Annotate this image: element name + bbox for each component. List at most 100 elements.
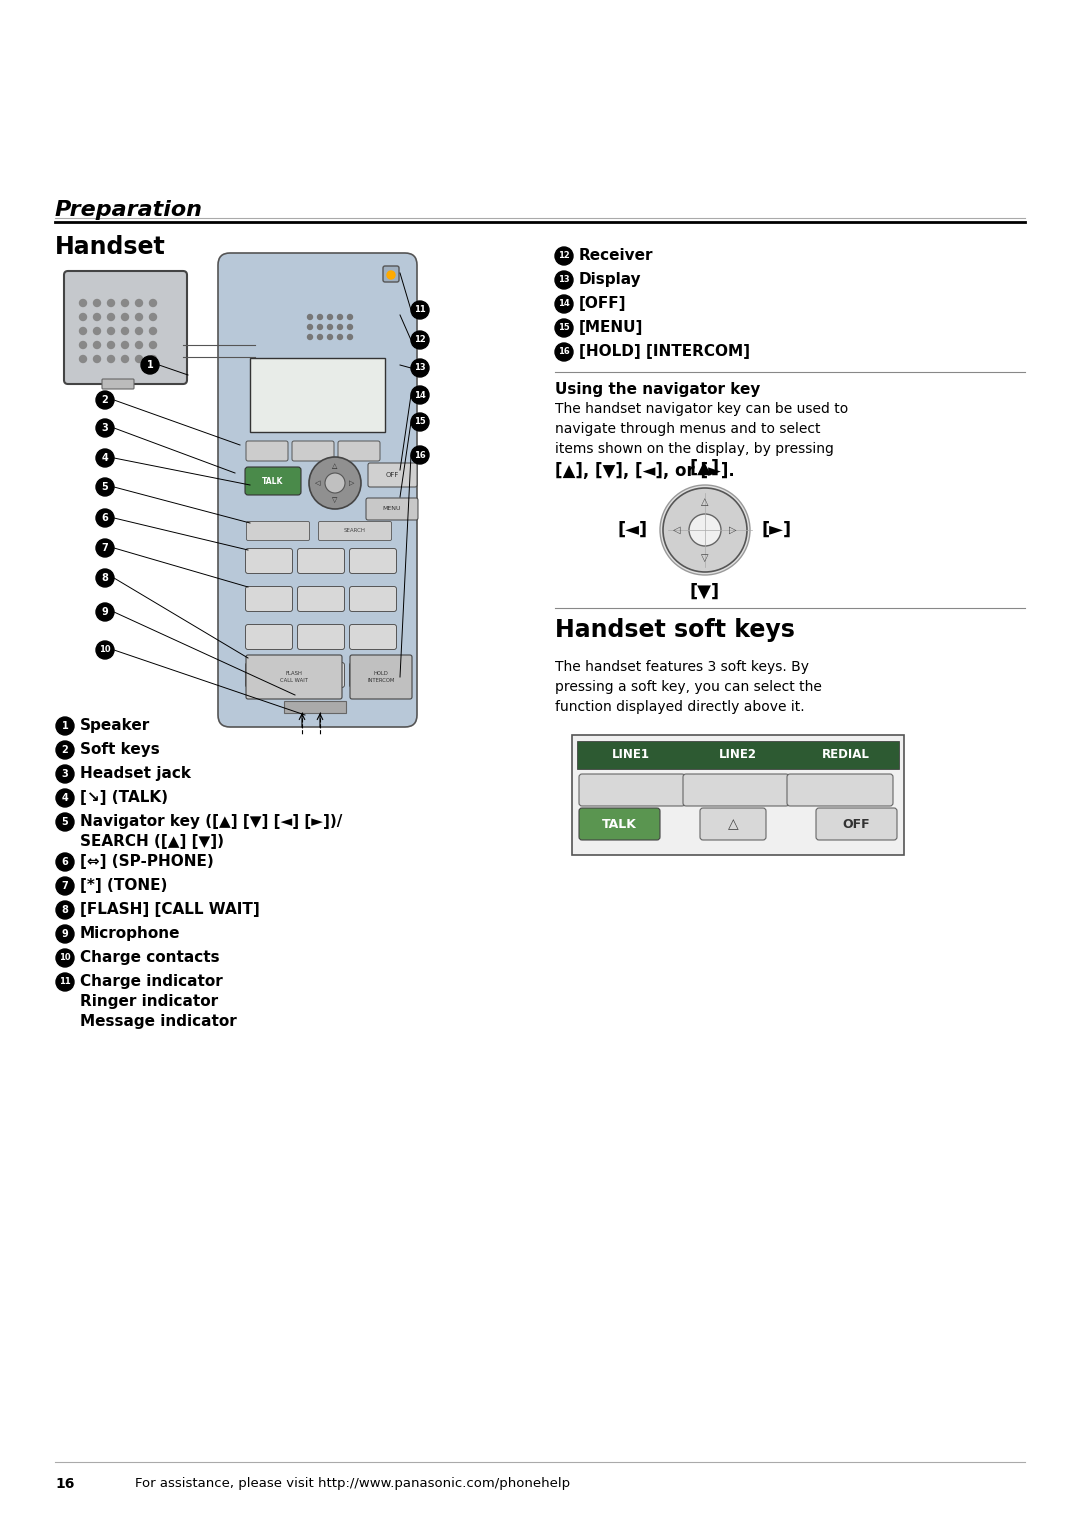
- FancyBboxPatch shape: [249, 358, 384, 432]
- Text: 12: 12: [414, 336, 426, 344]
- FancyBboxPatch shape: [245, 625, 293, 649]
- Text: ▽: ▽: [701, 553, 708, 562]
- Circle shape: [660, 484, 750, 575]
- Text: [►]: [►]: [761, 521, 792, 539]
- Text: [MENU]: [MENU]: [579, 319, 644, 335]
- Circle shape: [309, 457, 361, 509]
- Circle shape: [121, 356, 129, 362]
- Circle shape: [96, 478, 114, 497]
- Circle shape: [108, 341, 114, 348]
- Circle shape: [96, 539, 114, 558]
- Text: pressing a soft key, you can select the: pressing a soft key, you can select the: [555, 680, 822, 694]
- FancyBboxPatch shape: [297, 587, 345, 611]
- Circle shape: [94, 341, 100, 348]
- Circle shape: [411, 387, 429, 403]
- Text: 13: 13: [558, 275, 570, 284]
- FancyBboxPatch shape: [245, 663, 293, 688]
- Text: SEARCH: SEARCH: [345, 529, 366, 533]
- Circle shape: [555, 248, 573, 264]
- Circle shape: [121, 299, 129, 307]
- Text: SEARCH ([▲] [▼]): SEARCH ([▲] [▼]): [80, 834, 224, 850]
- Circle shape: [308, 324, 312, 330]
- Circle shape: [149, 356, 157, 362]
- Text: 13: 13: [415, 364, 426, 373]
- Text: 3: 3: [62, 769, 68, 779]
- Circle shape: [135, 327, 143, 335]
- Circle shape: [411, 359, 429, 377]
- Circle shape: [327, 324, 333, 330]
- Text: Ringer indicator: Ringer indicator: [80, 995, 218, 1008]
- Circle shape: [96, 642, 114, 659]
- Circle shape: [337, 315, 342, 319]
- Text: 5: 5: [102, 481, 108, 492]
- Circle shape: [411, 413, 429, 431]
- Circle shape: [149, 341, 157, 348]
- Text: The handset navigator key can be used to: The handset navigator key can be used to: [555, 402, 848, 416]
- Text: Headset jack: Headset jack: [80, 766, 191, 781]
- Circle shape: [348, 335, 352, 339]
- Circle shape: [108, 327, 114, 335]
- Circle shape: [327, 315, 333, 319]
- Circle shape: [108, 299, 114, 307]
- Circle shape: [308, 315, 312, 319]
- Text: Speaker: Speaker: [80, 718, 150, 733]
- Text: HOLD
INTERCOM: HOLD INTERCOM: [367, 671, 394, 683]
- FancyBboxPatch shape: [245, 587, 293, 611]
- Text: The handset features 3 soft keys. By: The handset features 3 soft keys. By: [555, 660, 809, 674]
- FancyBboxPatch shape: [284, 701, 346, 714]
- FancyBboxPatch shape: [246, 521, 310, 541]
- FancyBboxPatch shape: [64, 270, 187, 384]
- Text: 4: 4: [62, 793, 68, 804]
- Circle shape: [56, 973, 75, 992]
- Circle shape: [149, 327, 157, 335]
- Text: ◁: ◁: [315, 480, 321, 486]
- Text: Soft keys: Soft keys: [80, 743, 160, 756]
- Circle shape: [80, 327, 86, 335]
- Text: navigate through menus and to select: navigate through menus and to select: [555, 422, 821, 435]
- Text: [▲]: [▲]: [690, 458, 720, 477]
- Text: 15: 15: [414, 417, 426, 426]
- Text: 7: 7: [62, 882, 68, 891]
- Text: 11: 11: [414, 306, 426, 315]
- Text: [FLASH] [CALL WAIT]: [FLASH] [CALL WAIT]: [80, 902, 260, 917]
- Circle shape: [149, 299, 157, 307]
- Circle shape: [96, 449, 114, 468]
- Text: Using the navigator key: Using the navigator key: [555, 382, 760, 397]
- Circle shape: [411, 301, 429, 319]
- Text: 6: 6: [62, 857, 68, 866]
- Text: [⇔] (SP-PHONE): [⇔] (SP-PHONE): [80, 854, 214, 869]
- Circle shape: [108, 313, 114, 321]
- Text: △: △: [728, 817, 739, 831]
- Circle shape: [96, 419, 114, 437]
- FancyBboxPatch shape: [350, 656, 411, 698]
- Text: 16: 16: [55, 1478, 75, 1491]
- FancyBboxPatch shape: [297, 663, 345, 688]
- FancyBboxPatch shape: [245, 549, 293, 573]
- Text: Receiver: Receiver: [579, 248, 653, 263]
- FancyBboxPatch shape: [579, 808, 660, 840]
- Text: 5: 5: [62, 817, 68, 827]
- FancyBboxPatch shape: [350, 625, 396, 649]
- Circle shape: [121, 313, 129, 321]
- Text: 9: 9: [102, 607, 108, 617]
- Circle shape: [80, 299, 86, 307]
- Text: Charge indicator: Charge indicator: [80, 973, 222, 989]
- Text: For assistance, please visit http://www.panasonic.com/phonehelp: For assistance, please visit http://www.…: [135, 1478, 570, 1490]
- Text: 14: 14: [558, 299, 570, 309]
- Circle shape: [96, 604, 114, 620]
- Text: [▲], [▼], [◄], or [►].: [▲], [▼], [◄], or [►].: [555, 461, 734, 480]
- FancyBboxPatch shape: [246, 442, 288, 461]
- Circle shape: [411, 446, 429, 465]
- Circle shape: [337, 324, 342, 330]
- Circle shape: [96, 509, 114, 527]
- Circle shape: [80, 341, 86, 348]
- Text: LINE1: LINE1: [611, 749, 650, 761]
- Text: 8: 8: [102, 573, 108, 584]
- Text: ▷: ▷: [349, 480, 354, 486]
- Circle shape: [96, 568, 114, 587]
- Circle shape: [663, 487, 747, 571]
- Text: 2: 2: [62, 746, 68, 755]
- Circle shape: [94, 313, 100, 321]
- Circle shape: [135, 341, 143, 348]
- Circle shape: [141, 356, 159, 374]
